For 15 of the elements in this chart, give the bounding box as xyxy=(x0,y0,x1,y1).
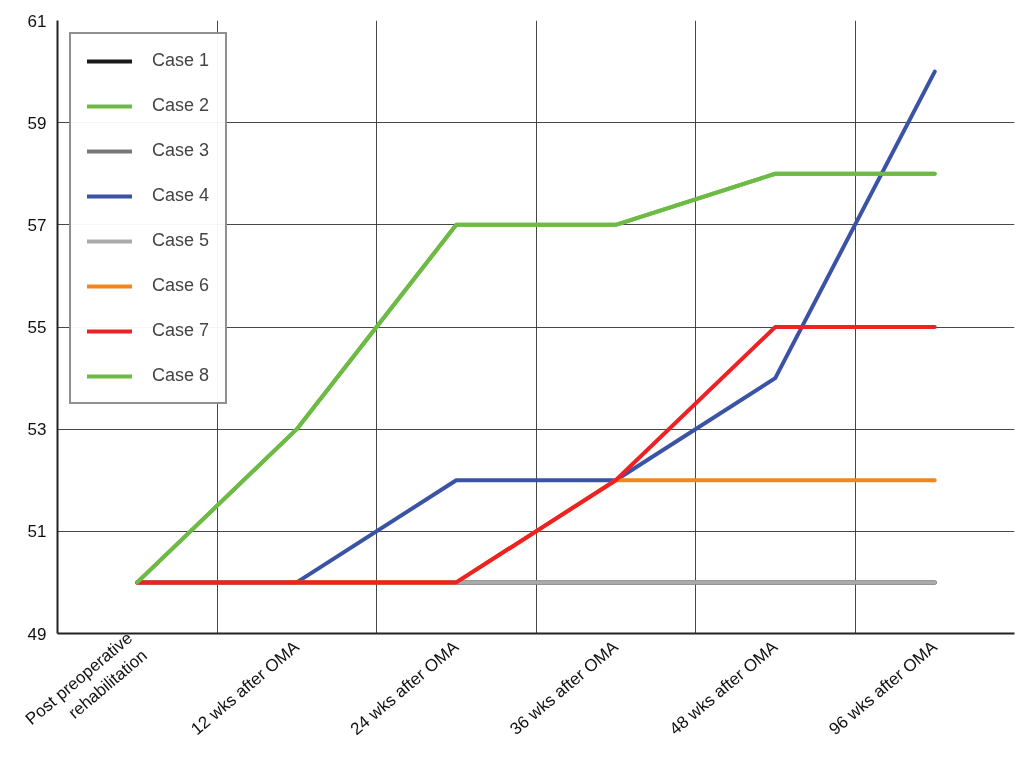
y-tick-label: 51 xyxy=(27,522,47,542)
legend-label: Case 4 xyxy=(152,185,210,206)
legend-label: Case 5 xyxy=(152,230,210,251)
legend-label: Case 3 xyxy=(152,140,210,161)
y-tick-label: 59 xyxy=(27,113,47,133)
legend-label: Case 1 xyxy=(152,50,210,71)
y-tick-label: 55 xyxy=(27,318,47,337)
y-tick-label: 53 xyxy=(27,420,47,440)
legend-label: Case 8 xyxy=(152,365,210,386)
y-tick-label: 57 xyxy=(27,215,47,235)
y-tick-label: 61 xyxy=(27,11,47,31)
legend-label: Case 7 xyxy=(152,320,210,341)
legend-label: Case 6 xyxy=(152,275,210,296)
y-tick-label: 49 xyxy=(27,624,47,644)
legend-label: Case 2 xyxy=(152,95,210,116)
